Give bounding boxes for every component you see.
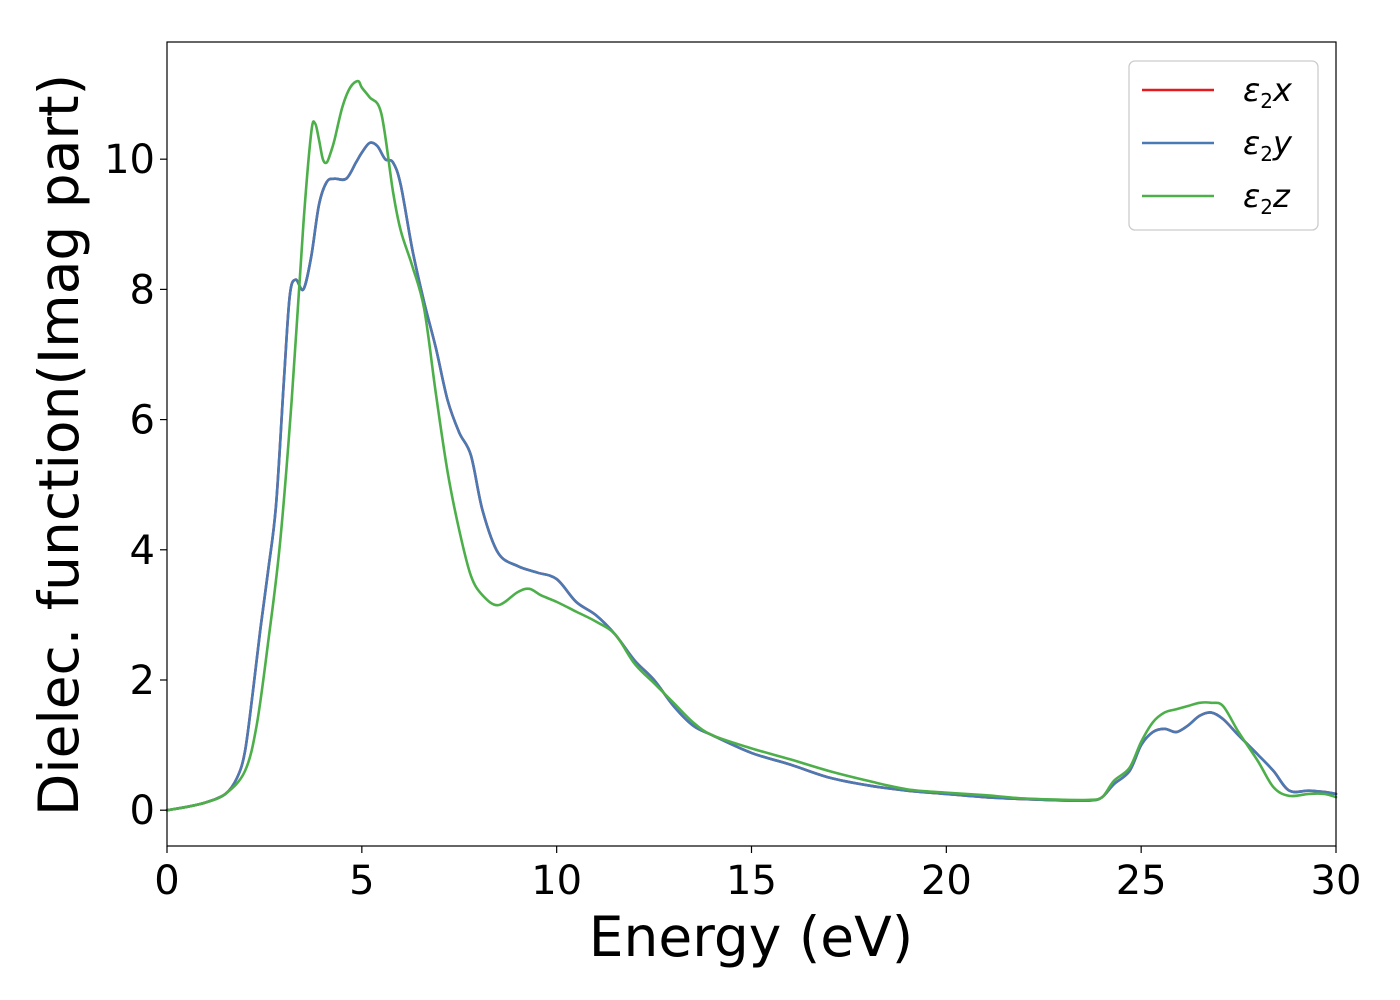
y-tick-label: 0 — [130, 788, 155, 834]
legend-label-x: ε2x — [1243, 71, 1293, 113]
x-tick-label: 20 — [921, 858, 972, 904]
legend: ε2x ε2y ε2z — [1128, 60, 1319, 231]
y-tick-label: 8 — [130, 267, 155, 313]
legend-label-z: ε2z — [1243, 177, 1291, 219]
y-tick-label: 4 — [130, 528, 155, 574]
x-tick-label: 15 — [726, 858, 777, 904]
x-tick-label: 0 — [154, 858, 179, 904]
y-tick-label: 10 — [104, 137, 155, 183]
series-line-z — [165, 79, 1338, 812]
legend-label-y: ε2y — [1243, 124, 1293, 166]
series-layer — [165, 79, 1338, 812]
x-tick-label: 5 — [349, 858, 374, 904]
series-line-y — [165, 141, 1338, 812]
x-tick-label: 25 — [1116, 858, 1167, 904]
y-axis-ticks: 0 2 4 6 8 10 — [104, 137, 167, 834]
x-tick-label: 30 — [1311, 858, 1362, 904]
x-axis-title: Energy (eV) — [589, 905, 913, 969]
y-tick-label: 2 — [130, 658, 155, 704]
x-axis-ticks: 0 5 10 15 20 25 30 — [154, 846, 1361, 904]
legend-box — [1128, 60, 1319, 231]
legend-items: ε2x ε2y ε2z — [1142, 71, 1293, 219]
y-axis-title: Dielec. function(Imag part) — [27, 74, 91, 816]
y-tick-label: 6 — [130, 398, 155, 444]
x-tick-label: 10 — [531, 858, 582, 904]
